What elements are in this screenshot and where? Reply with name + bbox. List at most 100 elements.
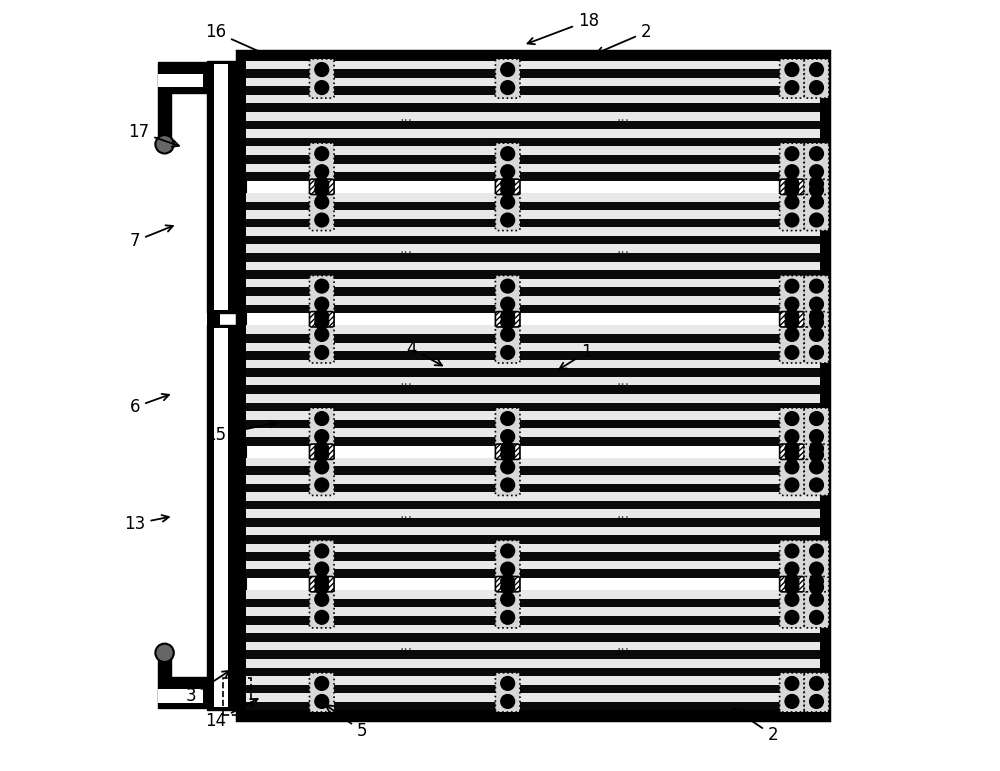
FancyBboxPatch shape (495, 311, 520, 327)
FancyBboxPatch shape (495, 59, 520, 98)
Bar (246, 437, 820, 446)
Circle shape (501, 592, 515, 606)
Text: 5: 5 (326, 705, 367, 740)
Circle shape (315, 183, 329, 197)
Circle shape (810, 442, 823, 456)
Bar (246, 103, 820, 112)
Bar (246, 510, 820, 518)
Circle shape (155, 644, 174, 662)
Bar (246, 377, 820, 386)
Circle shape (501, 442, 515, 456)
Text: 2: 2 (597, 23, 651, 54)
Circle shape (810, 592, 823, 606)
Bar (246, 334, 820, 342)
Text: 16: 16 (205, 23, 275, 59)
Circle shape (501, 146, 515, 160)
Bar (158, 678, 207, 708)
FancyBboxPatch shape (309, 324, 334, 363)
Bar (246, 69, 820, 78)
Bar (246, 501, 820, 510)
Bar (246, 676, 820, 685)
Bar (158, 73, 203, 87)
Bar (246, 651, 820, 659)
Bar (246, 527, 820, 535)
Circle shape (810, 460, 823, 473)
Circle shape (785, 544, 799, 558)
Bar (246, 146, 820, 155)
Circle shape (785, 611, 799, 625)
Circle shape (315, 676, 329, 690)
FancyBboxPatch shape (495, 408, 520, 447)
Bar (246, 61, 820, 69)
Bar (246, 138, 820, 146)
Text: ···: ··· (616, 246, 629, 260)
Circle shape (785, 478, 799, 492)
Bar (246, 172, 820, 180)
FancyBboxPatch shape (780, 275, 804, 315)
Circle shape (810, 62, 823, 76)
Bar (246, 458, 820, 466)
Bar (246, 279, 820, 288)
Bar (246, 386, 820, 394)
Bar (246, 288, 820, 296)
Circle shape (785, 695, 799, 709)
Bar (246, 535, 820, 544)
Circle shape (315, 429, 329, 443)
Circle shape (810, 611, 823, 625)
FancyBboxPatch shape (804, 444, 829, 460)
Circle shape (315, 442, 329, 456)
Bar (246, 325, 820, 334)
Circle shape (501, 177, 515, 190)
Circle shape (810, 165, 823, 179)
FancyBboxPatch shape (804, 673, 829, 712)
Circle shape (810, 81, 823, 95)
Text: 7: 7 (130, 225, 173, 250)
Bar (214, 328, 228, 707)
Bar (246, 466, 820, 475)
Bar (246, 227, 820, 236)
Text: ···: ··· (400, 643, 413, 658)
FancyBboxPatch shape (309, 540, 334, 580)
Circle shape (315, 574, 329, 588)
Circle shape (315, 62, 329, 76)
Circle shape (810, 328, 823, 342)
Bar (246, 193, 820, 201)
Bar (207, 325, 237, 710)
FancyBboxPatch shape (780, 311, 804, 327)
FancyBboxPatch shape (804, 191, 829, 231)
FancyBboxPatch shape (780, 59, 804, 98)
FancyBboxPatch shape (804, 540, 829, 580)
Circle shape (810, 146, 823, 160)
FancyBboxPatch shape (495, 275, 520, 315)
FancyBboxPatch shape (804, 577, 829, 592)
Circle shape (810, 478, 823, 492)
FancyBboxPatch shape (309, 311, 334, 327)
FancyBboxPatch shape (309, 456, 334, 496)
Circle shape (785, 177, 799, 190)
Bar (246, 112, 820, 120)
FancyBboxPatch shape (309, 408, 334, 447)
Circle shape (315, 81, 329, 95)
Circle shape (810, 676, 823, 690)
Circle shape (785, 165, 799, 179)
Circle shape (501, 298, 515, 311)
Circle shape (315, 315, 329, 329)
Circle shape (315, 177, 329, 190)
FancyBboxPatch shape (495, 540, 520, 580)
Circle shape (501, 429, 515, 443)
FancyBboxPatch shape (495, 456, 520, 496)
Circle shape (785, 592, 799, 606)
Bar (246, 483, 820, 492)
Circle shape (785, 213, 799, 227)
Circle shape (501, 62, 515, 76)
FancyBboxPatch shape (804, 143, 829, 182)
Circle shape (785, 195, 799, 209)
Circle shape (785, 429, 799, 443)
FancyBboxPatch shape (495, 143, 520, 182)
Bar (246, 155, 820, 163)
Circle shape (810, 195, 823, 209)
Circle shape (315, 328, 329, 342)
Circle shape (501, 544, 515, 558)
Text: ···: ··· (400, 246, 413, 260)
Circle shape (315, 345, 329, 359)
